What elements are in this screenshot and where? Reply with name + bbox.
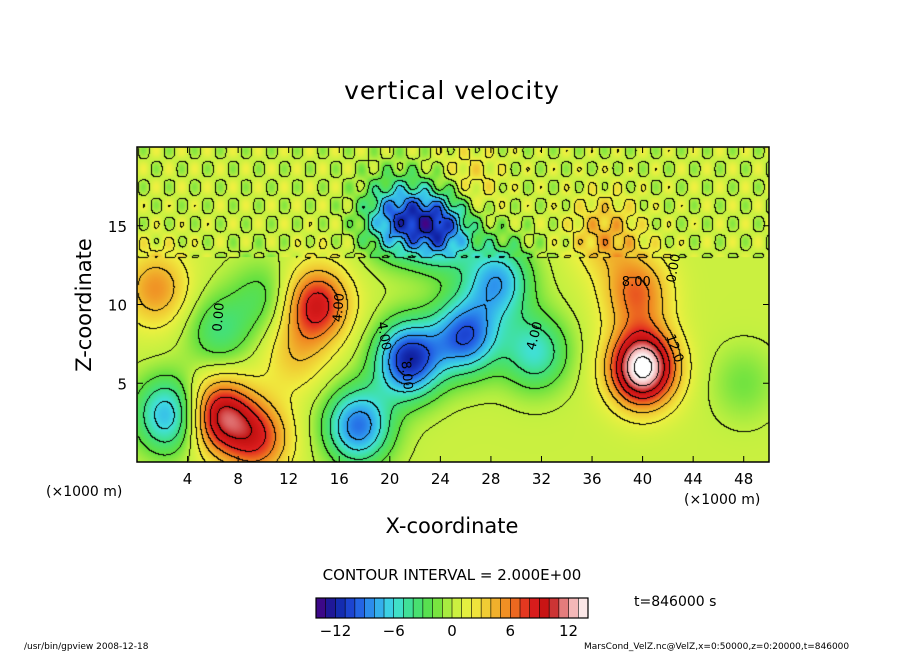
x-tick-label: 44 <box>684 470 703 488</box>
colorbar-tick-label: 12 <box>559 622 578 640</box>
y-axis-ticks: 5 10 15 <box>108 218 769 393</box>
x-tick-label: 28 <box>481 470 500 488</box>
x-tick-label: 48 <box>734 470 753 488</box>
plot-frame <box>136 146 770 463</box>
colorbar-segment <box>345 598 356 618</box>
x-tick-label: 40 <box>633 470 652 488</box>
colorbar-segment <box>393 598 404 618</box>
colorbar-segment <box>325 598 336 618</box>
colorbar-segment <box>539 598 550 618</box>
colorbar-segment <box>471 598 482 618</box>
contour-label: 0.00 <box>664 253 684 284</box>
colorbar-segment <box>500 598 511 618</box>
colorbar-segment <box>452 598 463 618</box>
contour-label: 8.00 <box>622 275 651 290</box>
x-tick-label: 24 <box>431 470 450 488</box>
heatmap-field <box>137 147 769 462</box>
colorbar-tick-label: −12 <box>320 622 352 640</box>
footer-left: /usr/bin/gpview 2008-12-18 <box>24 642 149 652</box>
contour-label: 12.0 <box>662 332 686 364</box>
contour-interval-label: CONTOUR INTERVAL = 2.000E+00 <box>322 566 582 584</box>
contour-label: 4.00 <box>374 320 394 351</box>
x-tick-label: 32 <box>532 470 551 488</box>
x-axis-ticks: 4 8 12 16 20 24 28 32 36 40 44 48 <box>183 147 753 488</box>
contour-label: 8.00 <box>397 360 414 390</box>
colorbar-segment <box>578 598 589 618</box>
colorbar-segment <box>403 598 414 618</box>
colorbar-tick-label: 0 <box>447 622 457 640</box>
y-tick-label: 5 <box>117 375 127 393</box>
colorbar-segment <box>520 598 531 618</box>
colorbar-tick-label: −6 <box>383 622 405 640</box>
colorbar-segment <box>422 598 434 618</box>
colorbar-segment <box>316 598 327 618</box>
colorbar-segment <box>442 598 453 618</box>
x-tick-label: 8 <box>233 470 243 488</box>
contour-label: 4.00 <box>524 320 546 352</box>
x-tick-label: 16 <box>330 470 349 488</box>
x-axis-label: X-coordinate <box>385 514 519 538</box>
x-unit-label-left: (×1000 m) <box>46 484 123 500</box>
time-label: t=846000 s <box>634 594 717 610</box>
y-tick-label: 15 <box>108 218 127 236</box>
colorbar-segment <box>413 598 424 618</box>
x-tick-label: 12 <box>279 470 298 488</box>
x-unit-label-right: (×1000 m) <box>684 492 761 508</box>
contour-label: 4.00 <box>331 293 348 323</box>
colorbar: −12 −6 0 6 12 <box>315 597 589 640</box>
x-tick-label: 4 <box>183 470 193 488</box>
colorbar-segment <box>510 598 521 618</box>
colorbar-frame <box>315 597 589 619</box>
x-tick-label: 20 <box>380 470 399 488</box>
chart-title: vertical velocity <box>344 76 560 105</box>
contour-label: 0.00 <box>210 302 227 332</box>
colorbar-segment <box>481 598 492 618</box>
colorbar-segment <box>432 598 443 618</box>
colorbar-segment <box>354 598 366 618</box>
colorbar-segment <box>568 598 579 618</box>
contour-labels: 8.00 12.0 4.00 4.00 0.00 4.00 0.00 8.00 <box>210 253 686 391</box>
colorbar-segment <box>529 598 540 618</box>
colorbar-segment <box>374 598 385 618</box>
colorbar-segment <box>461 598 472 618</box>
colorbar-segment <box>384 598 395 618</box>
footer-right: MarsCond_VelZ.nc@VelZ,x=0:50000,z=0:2000… <box>584 642 850 652</box>
colorbar-segment <box>558 598 570 618</box>
y-tick-label: 10 <box>108 297 127 315</box>
colorbar-segment <box>490 598 502 618</box>
colorbar-segment <box>364 598 375 618</box>
colorbar-tick-label: 6 <box>506 622 516 640</box>
colorbar-segment <box>335 598 346 618</box>
colorbar-segment <box>549 598 560 618</box>
x-tick-label: 36 <box>582 470 601 488</box>
